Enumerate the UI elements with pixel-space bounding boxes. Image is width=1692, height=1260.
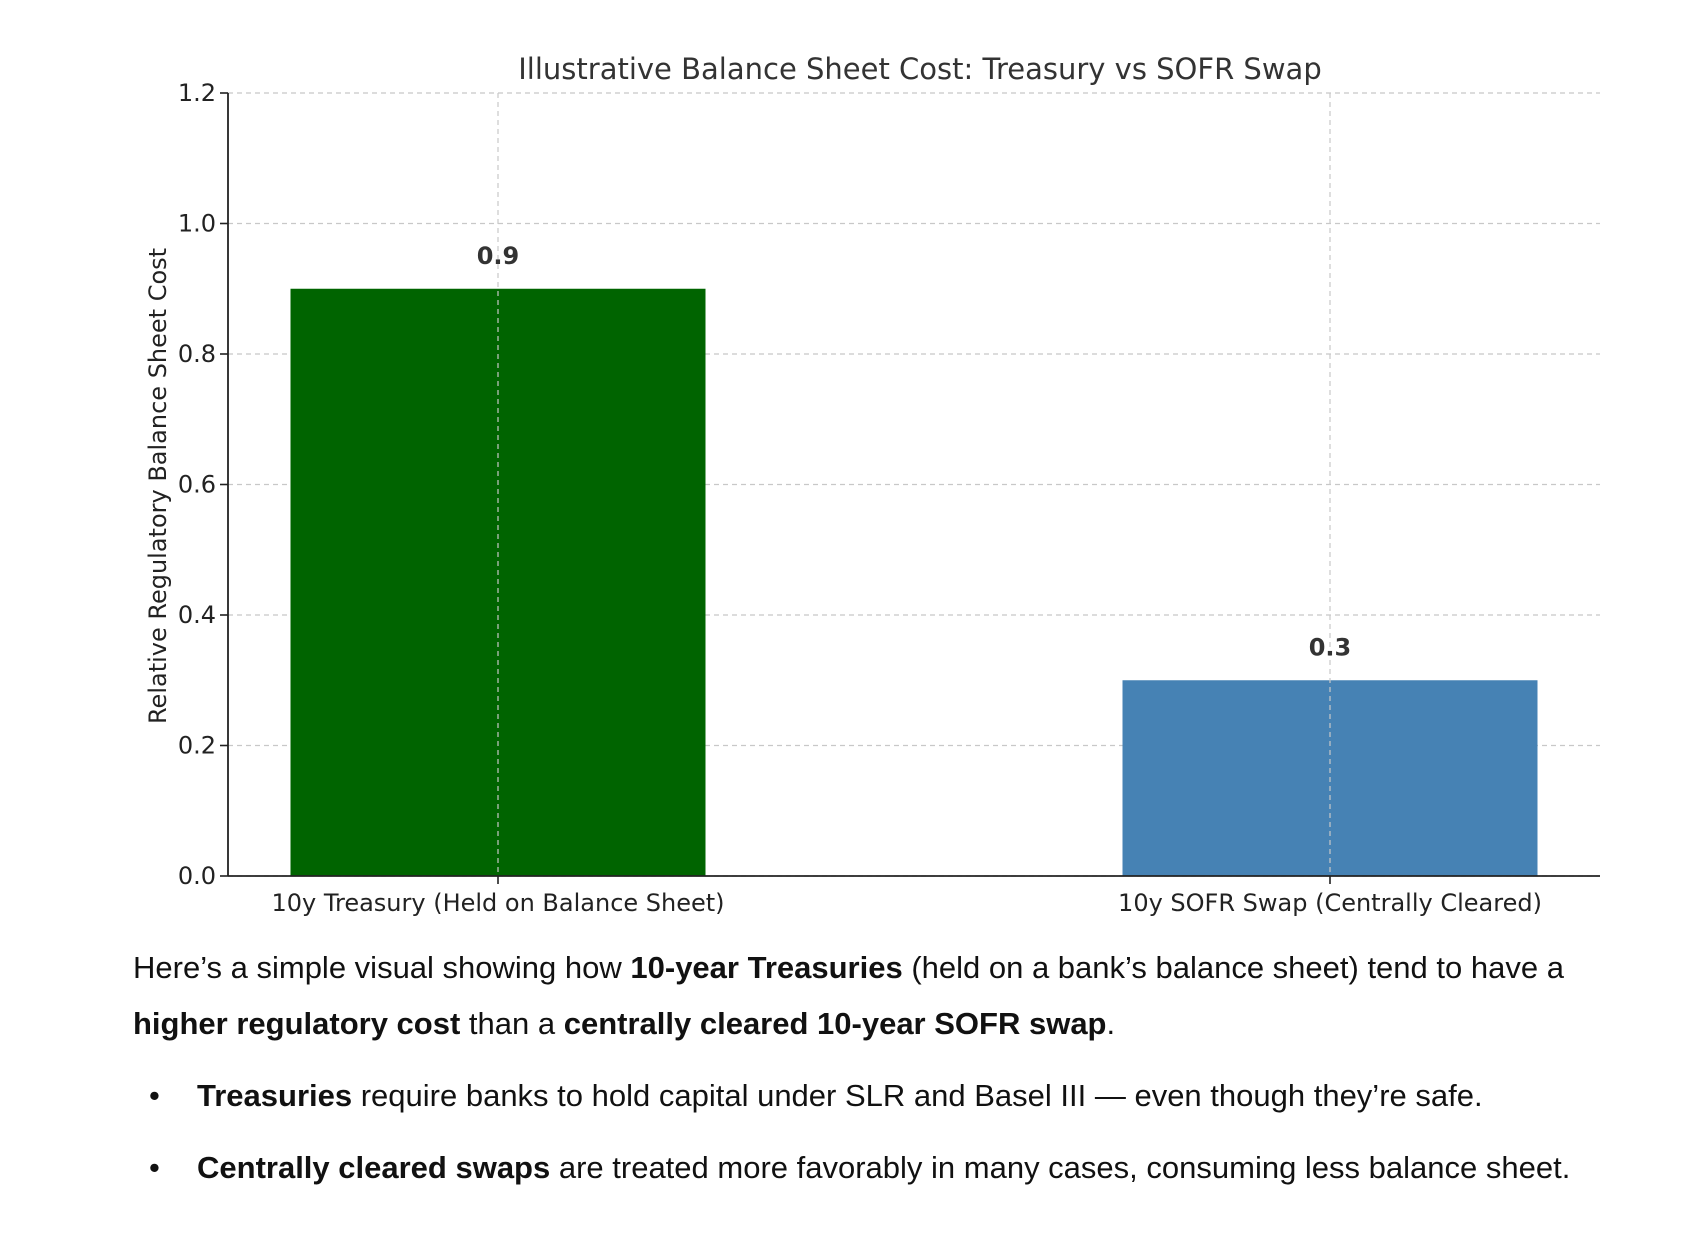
bullet-item: • Treasuries require banks to hold capita… bbox=[133, 1068, 1633, 1124]
y-tick-label: 0.4 bbox=[178, 601, 216, 629]
bar-chart: Illustrative Balance Sheet Cost: Treasur… bbox=[144, 52, 1600, 917]
y-tick-labels: 0.0 0.2 0.4 0.6 0.8 1.0 1.2 bbox=[178, 79, 216, 890]
bullet-icon: • bbox=[149, 1078, 160, 1113]
x-tick-labels: 10y Treasury (Held on Balance Sheet) 10y … bbox=[271, 889, 1541, 917]
text-run: Here’s a simple visual showing how bbox=[133, 950, 631, 985]
text-run: require banks to hold capital under SLR … bbox=[352, 1078, 1483, 1113]
bullet-list: • Treasuries require banks to hold capita… bbox=[133, 1068, 1633, 1196]
bullet-item: • Centrally cleared swaps are treated mor… bbox=[133, 1140, 1633, 1196]
intro-paragraph: Here’s a simple visual showing how 10-ye… bbox=[133, 940, 1633, 1052]
y-tick-label: 0.2 bbox=[178, 732, 216, 760]
y-tick-label: 0.8 bbox=[178, 340, 216, 368]
bar-value-label: 0.3 bbox=[1309, 633, 1352, 661]
bar-value-label: 0.9 bbox=[477, 242, 520, 270]
bars bbox=[290, 288, 1538, 876]
data-labels: 0.9 0.3 bbox=[477, 242, 1352, 662]
chart-title: Illustrative Balance Sheet Cost: Treasur… bbox=[518, 52, 1322, 86]
bold-text: Treasuries bbox=[197, 1078, 353, 1113]
y-tick-label: 1.2 bbox=[178, 79, 216, 107]
explanation-text: Here’s a simple visual showing how 10-ye… bbox=[133, 940, 1633, 1212]
bullet-icon: • bbox=[149, 1150, 160, 1185]
text-run: are treated more favorably in many cases… bbox=[550, 1150, 1571, 1185]
text-run: (held on a bank’s balance sheet) tend to… bbox=[902, 950, 1564, 985]
y-axis-label: Relative Regulatory Balance Sheet Cost bbox=[144, 248, 172, 724]
bold-text: 10-year Treasuries bbox=[630, 950, 903, 985]
y-tick-label: 1.0 bbox=[178, 210, 216, 238]
text-run: . bbox=[1106, 1006, 1116, 1041]
chart-canvas: Illustrative Balance Sheet Cost: Treasur… bbox=[144, 52, 1600, 917]
text-run: than a bbox=[460, 1006, 564, 1041]
bold-text: higher regulatory cost bbox=[133, 1006, 461, 1041]
bold-text: centrally cleared 10-year SOFR swap bbox=[563, 1006, 1107, 1041]
y-tick-label: 0.0 bbox=[178, 862, 216, 890]
bold-text: Centrally cleared swaps bbox=[197, 1150, 551, 1185]
axes bbox=[220, 92, 1600, 884]
x-tick-label: 10y SOFR Swap (Centrally Cleared) bbox=[1118, 889, 1542, 917]
vertical-grid-lines bbox=[497, 93, 1331, 876]
x-tick-label: 10y Treasury (Held on Balance Sheet) bbox=[271, 889, 724, 917]
y-tick-label: 0.6 bbox=[178, 471, 216, 499]
